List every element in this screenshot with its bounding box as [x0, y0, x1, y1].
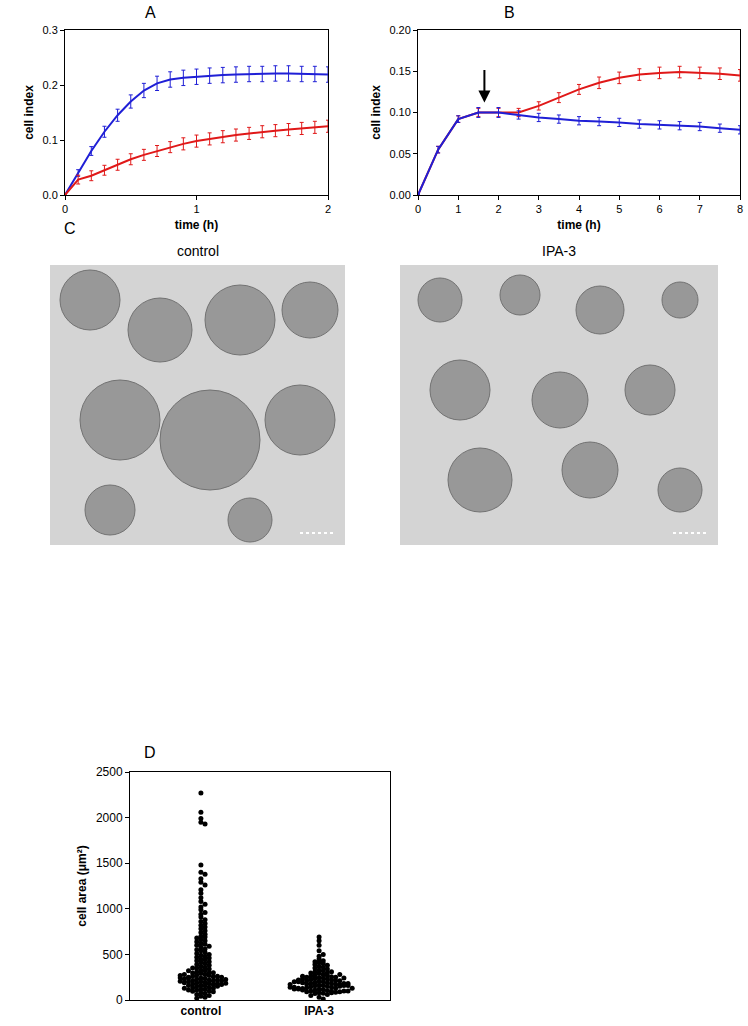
svg-text:1000: 1000	[96, 902, 123, 916]
svg-text:control: control	[181, 1004, 222, 1018]
svg-text:0.3: 0.3	[43, 24, 58, 36]
svg-text:0.00: 0.00	[389, 189, 410, 201]
svg-text:0.10: 0.10	[389, 106, 410, 118]
svg-text:0.15: 0.15	[389, 65, 410, 77]
svg-text:C: C	[64, 220, 76, 237]
svg-text:0: 0	[116, 993, 123, 1007]
svg-text:0.20: 0.20	[389, 24, 410, 36]
svg-text:5: 5	[616, 203, 622, 215]
svg-text:3: 3	[536, 203, 542, 215]
svg-text:IPA-3: IPA-3	[304, 1004, 334, 1018]
svg-text:time (h): time (h)	[557, 218, 600, 232]
svg-text:cell area (μm²): cell area (μm²)	[75, 845, 89, 926]
svg-text:0.2: 0.2	[43, 79, 58, 91]
svg-text:D: D	[144, 744, 156, 761]
svg-text:time (h): time (h)	[175, 218, 218, 232]
svg-text:cell index: cell index	[22, 85, 36, 140]
svg-text:cell index: cell index	[369, 85, 383, 140]
svg-text:0: 0	[62, 203, 68, 215]
svg-text:500: 500	[103, 948, 123, 962]
svg-text:0.1: 0.1	[43, 134, 58, 146]
svg-text:6: 6	[656, 203, 662, 215]
svg-text:7: 7	[697, 203, 703, 215]
svg-text:1: 1	[455, 203, 461, 215]
svg-text:8: 8	[737, 203, 743, 215]
svg-text:2: 2	[325, 203, 331, 215]
svg-text:control: control	[177, 243, 219, 259]
svg-text:2: 2	[495, 203, 501, 215]
svg-text:2000: 2000	[96, 811, 123, 825]
svg-text:0.05: 0.05	[389, 148, 410, 160]
svg-text:4: 4	[576, 203, 582, 215]
svg-text:2500: 2500	[96, 765, 123, 779]
svg-text:IPA-3: IPA-3	[542, 243, 576, 259]
svg-text:1: 1	[193, 203, 199, 215]
svg-text:B: B	[504, 4, 515, 21]
svg-text:0: 0	[415, 203, 421, 215]
svg-text:A: A	[145, 4, 156, 21]
svg-text:1500: 1500	[96, 856, 123, 870]
svg-text:0.0: 0.0	[43, 189, 58, 201]
